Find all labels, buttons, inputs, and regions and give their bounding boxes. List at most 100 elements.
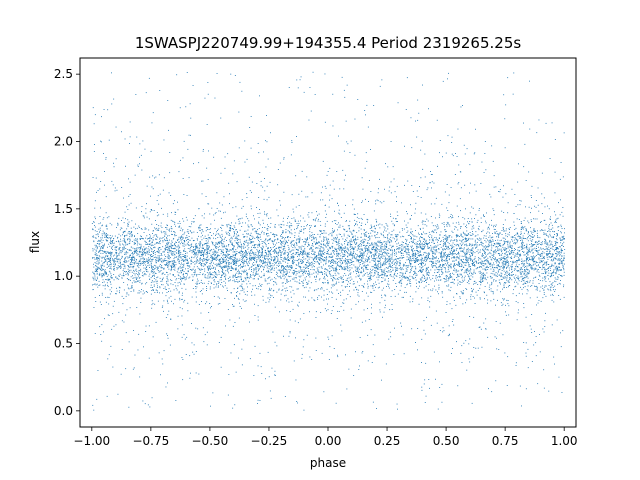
data-point [295, 241, 297, 243]
data-point [265, 140, 266, 142]
data-point [554, 139, 556, 140]
data-point [443, 253, 445, 255]
data-point [471, 228, 473, 230]
data-point [274, 264, 275, 266]
data-point [153, 290, 154, 291]
data-point [156, 280, 158, 282]
data-point [406, 269, 408, 271]
data-point [137, 233, 139, 234]
data-point [332, 280, 334, 282]
data-point [132, 267, 134, 269]
data-point [217, 296, 219, 298]
data-point [550, 219, 551, 220]
data-point [557, 251, 559, 253]
data-point [505, 273, 507, 275]
data-point [314, 289, 316, 291]
data-point [134, 174, 136, 176]
data-point [370, 191, 372, 192]
data-point [543, 219, 545, 221]
data-point [436, 245, 438, 247]
data-point [415, 242, 417, 244]
data-point [181, 236, 183, 238]
data-point [210, 249, 212, 251]
data-point [98, 261, 100, 263]
data-point [328, 250, 329, 251]
data-point [291, 142, 293, 143]
data-point [312, 250, 314, 252]
data-point [503, 258, 505, 260]
data-point [222, 258, 224, 260]
data-point [485, 235, 487, 237]
data-point [177, 209, 179, 211]
data-point [402, 268, 404, 270]
data-point [97, 370, 99, 371]
data-point [295, 253, 297, 255]
data-point [384, 188, 385, 190]
data-point [503, 185, 504, 187]
data-point [486, 249, 488, 251]
data-point [484, 263, 486, 264]
data-point [514, 229, 516, 230]
data-point [115, 252, 116, 254]
data-point [383, 236, 385, 238]
data-point [540, 242, 542, 244]
data-point [369, 277, 371, 279]
data-point [334, 272, 336, 274]
data-point [500, 245, 502, 247]
data-point [206, 331, 208, 333]
data-point [200, 236, 202, 238]
data-point [389, 331, 391, 333]
data-point [456, 259, 457, 261]
data-point [366, 258, 368, 260]
data-point [156, 227, 158, 229]
data-point [153, 284, 155, 286]
data-point [178, 272, 180, 274]
data-point [135, 251, 137, 253]
data-point [430, 260, 432, 262]
data-point [550, 222, 552, 224]
data-point [444, 278, 445, 279]
data-point [497, 264, 499, 266]
data-point [108, 216, 110, 218]
data-point [151, 267, 153, 268]
data-point [151, 238, 152, 240]
data-point [470, 258, 472, 260]
data-point [107, 258, 109, 260]
data-point [140, 262, 142, 264]
data-point [480, 282, 482, 284]
data-point [267, 259, 269, 261]
data-point [372, 246, 374, 248]
data-point [535, 289, 537, 291]
data-point [217, 264, 219, 266]
data-point [554, 257, 556, 259]
data-point [288, 87, 290, 88]
data-point [199, 282, 200, 284]
data-point [397, 248, 398, 250]
data-point [543, 369, 545, 371]
data-point [296, 238, 298, 240]
data-point [474, 264, 475, 265]
data-point [296, 281, 298, 283]
data-point [160, 267, 162, 269]
data-point [517, 249, 519, 251]
data-point [456, 263, 458, 265]
data-point [94, 200, 96, 202]
data-point [159, 250, 161, 252]
data-point [340, 249, 342, 251]
data-point [305, 253, 307, 255]
data-point [360, 244, 362, 246]
data-point [140, 291, 142, 293]
data-point [271, 268, 273, 270]
data-point [152, 188, 154, 190]
data-point [511, 264, 513, 265]
data-point [554, 234, 555, 235]
data-point [441, 252, 442, 254]
data-point [422, 220, 424, 222]
data-point [110, 251, 111, 253]
data-point [165, 386, 167, 388]
data-point [240, 246, 242, 247]
data-point [446, 246, 448, 247]
data-point [167, 283, 169, 285]
data-point [129, 259, 131, 260]
data-point [555, 241, 557, 243]
